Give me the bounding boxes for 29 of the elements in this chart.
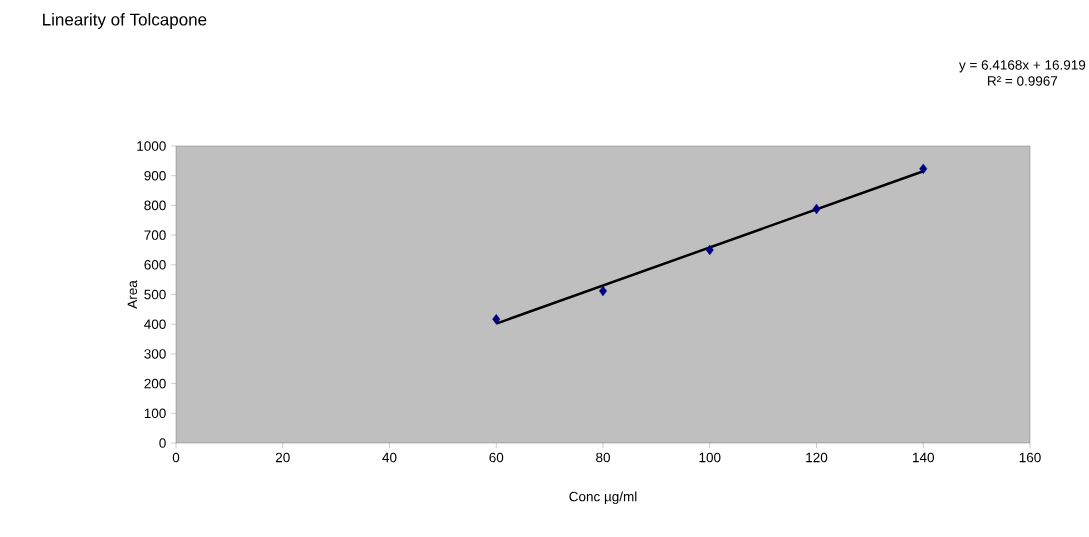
text: R² = 0.9967 <box>988 76 1058 86</box>
x-tick-label: 140 <box>913 452 934 463</box>
y-tick-label: 200 <box>144 378 166 389</box>
point <box>812 203 821 215</box>
x-tick-label: 120 <box>806 452 828 463</box>
x-tick-label: 20 <box>275 452 290 463</box>
text: y = 6.4168x + 16.919 <box>959 60 1086 73</box>
point <box>705 244 714 256</box>
y-tick-label: 800 <box>144 200 166 211</box>
y-tick-label: 900 <box>144 170 166 181</box>
x-axis-title: Conc µg/ml <box>569 491 637 505</box>
point <box>492 313 501 325</box>
y-tick-label: 1000 <box>137 141 166 151</box>
x-tick-label: 60 <box>489 452 504 463</box>
y-axis-title: Area <box>127 280 138 309</box>
x-tick-label: 160 <box>1019 452 1041 463</box>
x-tick-label: 40 <box>382 452 397 463</box>
y-tick-label: 100 <box>144 408 166 419</box>
y-tick-label: 700 <box>144 230 166 240</box>
y-tick-label: 500 <box>144 289 166 300</box>
point <box>919 163 928 175</box>
chart-title: Linearity of Tolcapone <box>43 13 207 29</box>
y-tick-label: 600 <box>144 260 166 270</box>
y-tick-label: 400 <box>144 319 166 329</box>
y-tick-label: 300 <box>144 349 166 359</box>
x-tick-label: 100 <box>699 452 721 463</box>
x-tick-label: 0 <box>172 452 180 463</box>
y-tick-label: 0 <box>159 438 166 448</box>
x-tick-label: 80 <box>596 452 610 463</box>
